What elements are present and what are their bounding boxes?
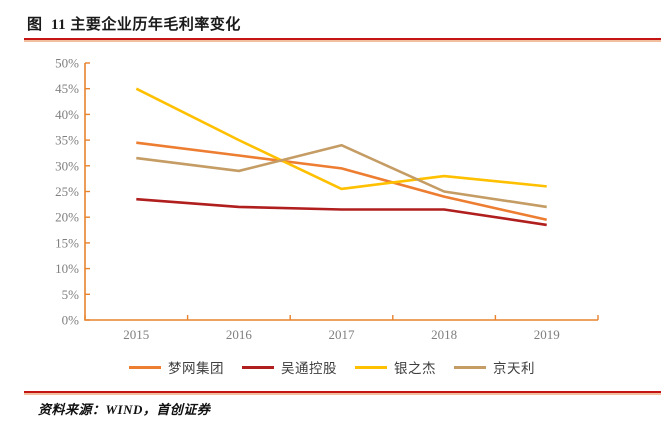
source-note: 资料来源：WIND，首创证券 — [38, 402, 211, 417]
legend-label: 梦网集团 — [168, 361, 224, 376]
y-tick-label: 35% — [55, 133, 79, 148]
y-tick-label: 30% — [55, 158, 79, 173]
x-tick-label: 2019 — [534, 327, 560, 342]
legend-label: 京天利 — [493, 361, 535, 376]
y-tick-label: 0% — [62, 313, 80, 328]
legend-item-yinzhijie: 银之杰 — [355, 357, 436, 377]
y-tick-label: 45% — [55, 81, 79, 96]
legend-item-wutong: 吴通控股 — [242, 357, 337, 377]
x-tick-label: 2018 — [431, 327, 457, 342]
series-line-3 — [136, 143, 547, 209]
x-tick-label: 2015 — [123, 327, 149, 342]
legend-swatch-icon — [242, 365, 274, 369]
legend-label: 吴通控股 — [281, 361, 337, 376]
y-tick-label: 40% — [55, 107, 79, 122]
legend-label: 银之杰 — [394, 361, 436, 376]
legend-swatch-icon — [355, 365, 387, 369]
chart-title: 图 11 主要企业历年毛利率变化 — [27, 17, 241, 33]
series-line-0 — [136, 141, 547, 222]
legend-swatch-icon — [129, 365, 161, 369]
y-tick-label: 20% — [55, 210, 79, 225]
legend: 梦网集团 吴通控股 银之杰 京天利 — [0, 357, 664, 377]
x-tick-label: 2016 — [226, 327, 253, 342]
series-line-2 — [135, 87, 547, 191]
title-underline-rule — [24, 38, 661, 40]
footer-rule — [24, 391, 661, 393]
y-tick-label: 15% — [55, 235, 79, 250]
x-tick-label: 2017 — [329, 327, 356, 342]
y-tick-label: 10% — [55, 261, 79, 276]
series-line-1 — [136, 197, 547, 227]
line-chart: 0% 5% 10% 15% 20% 25% 30% 35% 40% 45% 50% 2015 2016 2… — [55, 56, 599, 342]
legend-item-mengwang: 梦网集团 — [129, 357, 224, 377]
legend-swatch-icon — [454, 365, 486, 369]
legend-item-jingtianli: 京天利 — [454, 357, 535, 377]
y-tick-label: 50% — [55, 56, 79, 71]
y-tick-label: 25% — [55, 184, 79, 199]
y-tick-label: 5% — [62, 287, 80, 302]
